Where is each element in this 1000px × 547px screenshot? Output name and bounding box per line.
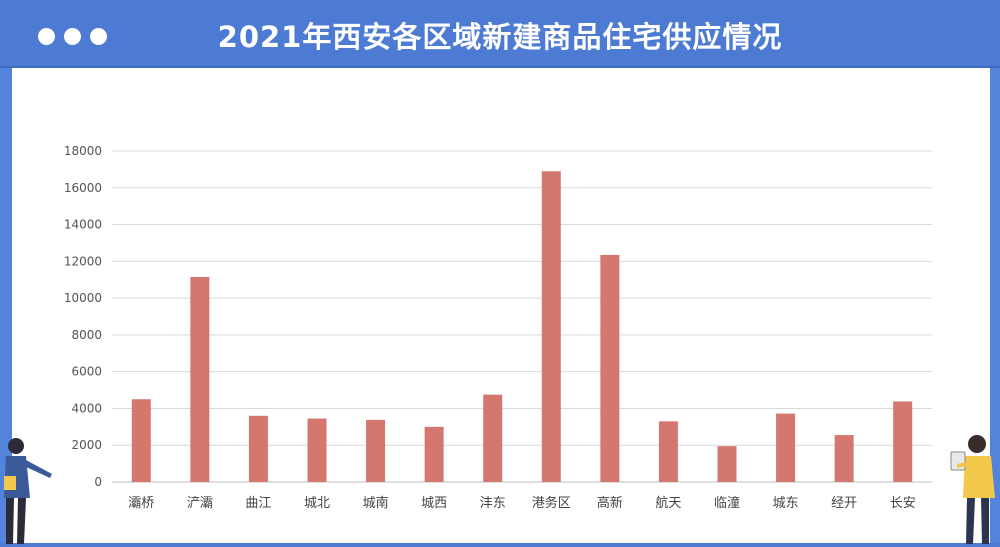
x-axis-ticks: 灞桥 浐灞 曲江 城北 城南 城西 沣东 港务区 高新 航天 临潼 城东 经开 长安: [128, 495, 915, 511]
y-tick-label: 0: [94, 475, 102, 489]
x-tick-label: 城西: [421, 496, 447, 511]
dot-icon: [64, 28, 81, 45]
dot-icon: [90, 28, 107, 45]
bar-航天: [658, 421, 678, 482]
window-dots: [38, 28, 107, 45]
dot-icon: [38, 28, 55, 45]
x-tick-label: 城南: [363, 495, 389, 511]
bar-长安: [893, 401, 913, 482]
person-left-illustration: [4, 438, 52, 544]
x-tick-label: 航天: [655, 495, 681, 511]
x-tick-label: 港务区: [532, 495, 571, 511]
x-tick-label: 曲江: [245, 496, 271, 511]
y-tick-label: 8000: [71, 328, 102, 342]
grid-lines: [112, 150, 932, 483]
bar-沣东: [483, 394, 503, 482]
bar-城东: [776, 413, 796, 482]
x-tick-label: 浐灞: [187, 496, 213, 511]
bar-灞桥: [131, 399, 151, 482]
bar-高新: [600, 254, 620, 482]
x-tick-label: 城东: [773, 496, 799, 511]
y-tick-label: 6000: [71, 365, 102, 379]
bar-临潼: [717, 446, 737, 482]
page-title: 2021年西安各区域新建商品住宅供应情况: [217, 20, 783, 54]
y-tick-label: 2000: [71, 438, 102, 452]
bar-曲江: [248, 415, 268, 482]
header-bar: 2021年西安各区域新建商品住宅供应情况: [0, 0, 1000, 68]
bar-浐灞: [190, 276, 210, 482]
y-tick-label: 10000: [64, 291, 102, 305]
bar-经开: [834, 435, 854, 482]
x-tick-label: 高新: [597, 495, 623, 511]
bars: [131, 171, 913, 482]
x-tick-label: 沣东: [480, 496, 506, 511]
x-tick-label: 临潼: [714, 495, 740, 511]
bottom-border: [0, 543, 1000, 547]
x-tick-label: 长安: [890, 496, 916, 511]
bar-城北: [307, 418, 327, 482]
person-right-illustration: [950, 435, 995, 544]
y-tick-label: 16000: [64, 181, 102, 195]
y-tick-label: 14000: [64, 218, 102, 232]
y-tick-label: 4000: [71, 401, 102, 415]
x-tick-label: 城北: [304, 496, 330, 511]
x-tick-label: 经开: [831, 496, 857, 511]
y-axis-ticks: 0 2000 4000 6000 8000 10000 12000 14000 16000 180…: [64, 144, 102, 489]
y-tick-label: 12000: [64, 254, 102, 268]
bar-城西: [424, 426, 444, 482]
bar-城南: [366, 419, 386, 482]
bar-港务区: [541, 171, 561, 482]
y-tick-label: 18000: [64, 144, 102, 158]
x-tick-label: 灞桥: [128, 496, 154, 511]
